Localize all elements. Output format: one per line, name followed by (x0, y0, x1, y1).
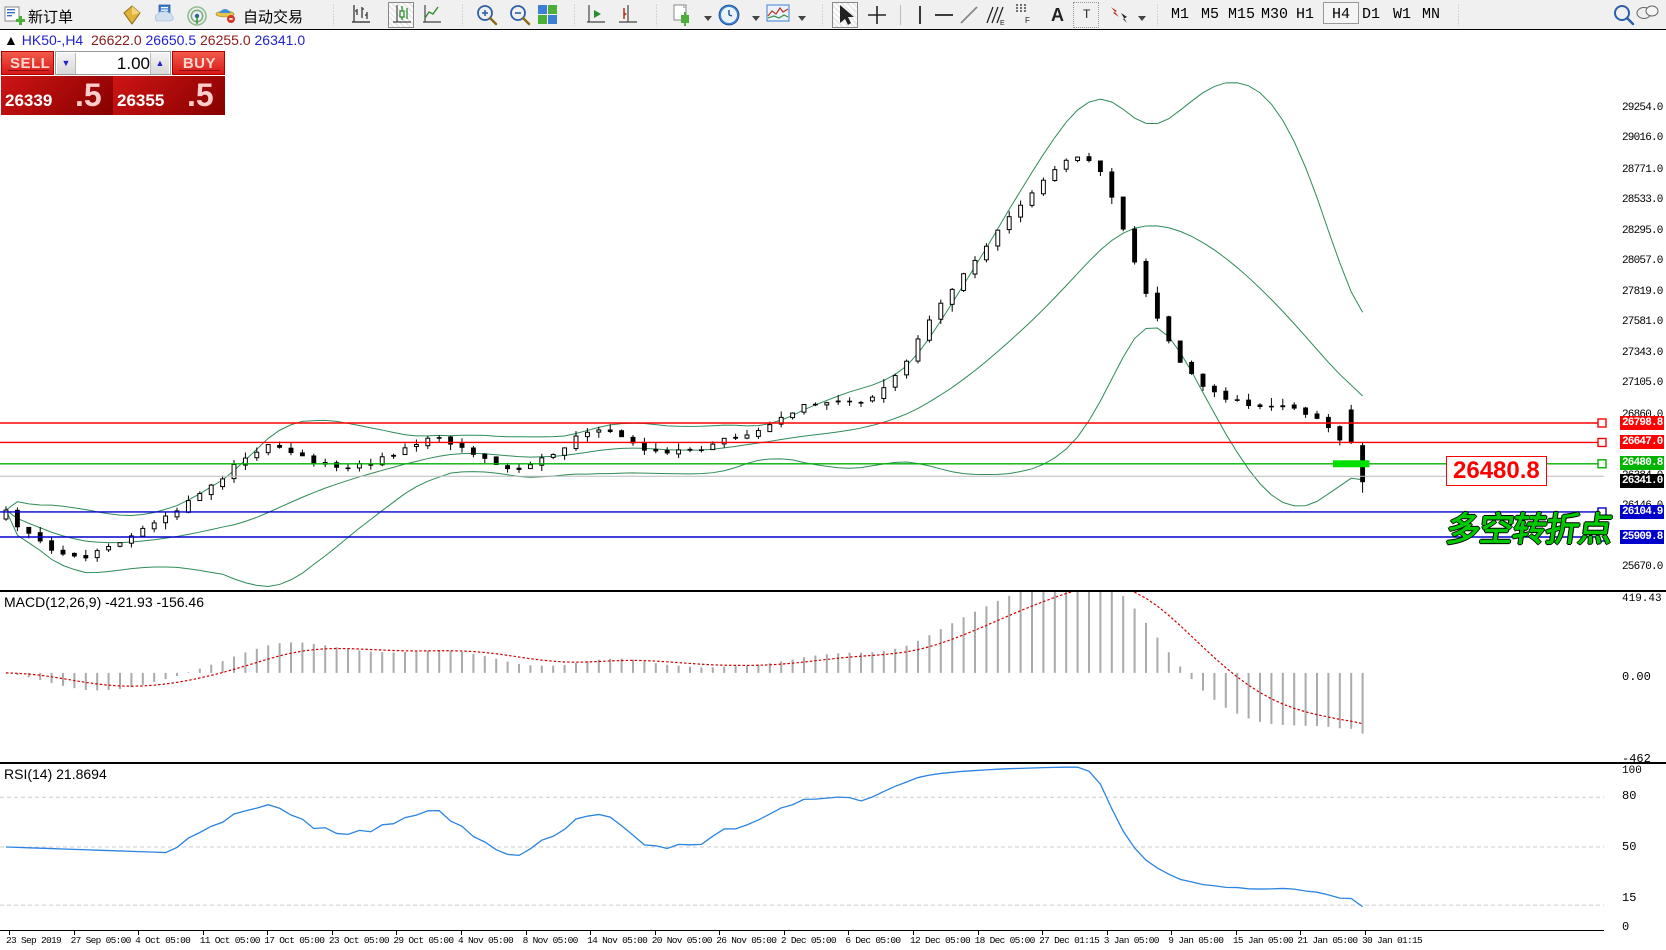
svg-text:E: E (1000, 20, 1005, 27)
svg-text:T: T (1083, 7, 1091, 21)
svg-text:A: A (1051, 5, 1064, 25)
svg-text:F: F (1025, 16, 1030, 25)
